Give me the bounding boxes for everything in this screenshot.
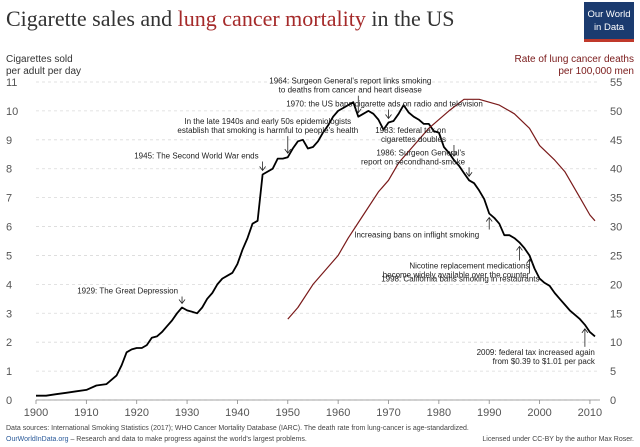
annotation-text: 1998: California bans smoking in restaur…: [381, 274, 539, 283]
annotation-text: establish that smoking is harmful to peo…: [177, 126, 358, 135]
right-tick-label: 10: [610, 337, 622, 349]
left-axis-ticks: 0 1 2 3 4 5 6 7 8 9 10 11: [6, 77, 18, 407]
annotation-arrow-head: [450, 151, 458, 157]
x-tick-label: 1920: [124, 407, 148, 419]
logo-line2: in Data: [594, 22, 625, 33]
annotation-text: 1986: Surgeon General's: [376, 148, 465, 157]
x-tick-label: 1910: [74, 407, 98, 419]
left-tick-label: 7: [6, 193, 12, 205]
right-axis-title-line1: Rate of lung cancer deaths: [514, 54, 634, 65]
x-tick-label: 1960: [326, 407, 350, 419]
left-axis-title-line1: Cigarettes sold: [6, 54, 73, 65]
right-tick-label: 25: [610, 250, 622, 262]
annotations: 1929: The Great Depression 1945: The Seco…: [77, 77, 596, 366]
x-tick-label: 1980: [427, 407, 451, 419]
annotation-arrow-head: [284, 148, 292, 154]
left-tick-label: 5: [6, 250, 12, 262]
annotation-text: cigarettes doubles: [381, 135, 446, 144]
right-axis-ticks: 0 5 10 15 20 25 30 35 40 45 50 55: [610, 77, 622, 407]
annotation-arrow-head: [581, 328, 589, 334]
right-tick-label: 45: [610, 135, 622, 147]
annotation-arrow-head: [354, 108, 362, 114]
annotation-text: to deaths from cancer and heart disease: [279, 86, 423, 95]
annotation-text: 1945: The Second World War ends: [134, 152, 258, 161]
annotation-text: 2009: federal tax increased again: [477, 348, 595, 357]
logo-line1: Our World: [587, 9, 630, 20]
annotation-arrow-head: [385, 114, 392, 120]
cigarette-sales-line: [36, 101, 596, 397]
chart-title: Cigarette sales and lung cancer mortalit…: [6, 6, 454, 31]
annotation-text: 1970: the US bans cigarette ads on radio…: [286, 99, 483, 108]
x-tick-label: 2000: [527, 407, 551, 419]
left-tick-label: 11: [6, 77, 17, 89]
x-tick-label: 1990: [477, 407, 501, 419]
owid-logo[interactable]: Our World in Data: [584, 2, 634, 42]
right-tick-label: 55: [610, 77, 622, 89]
left-tick-label: 0: [6, 395, 12, 407]
x-tick-label: 1930: [175, 407, 199, 419]
right-tick-label: 40: [610, 164, 622, 176]
right-tick-label: 20: [610, 279, 622, 291]
left-tick-label: 4: [6, 279, 12, 291]
footer-sources: Data sources: International Smoking Stat…: [6, 425, 469, 432]
annotation-text: from $0.39 to $1.01 per pack: [493, 357, 596, 366]
right-tick-label: 5: [610, 366, 616, 378]
annotation-text: Increasing bans on inflight smoking: [354, 231, 479, 240]
left-tick-label: 1: [6, 366, 12, 378]
annotation-text: 1964: Surgeon General's report links smo…: [269, 77, 431, 86]
footer-site-line: OurWorldInData.org – Research and data t…: [6, 436, 307, 443]
annotation-arrow-head: [485, 216, 493, 222]
footer-tagline: – Research and data to make progress aga…: [69, 436, 307, 443]
annotation-arrow-head: [516, 245, 523, 251]
right-tick-label: 35: [610, 193, 622, 205]
series-lines: [36, 98, 596, 397]
annotation-text: 1983: federal tax on: [375, 126, 446, 135]
left-tick-label: 9: [6, 135, 12, 147]
title-highlight: lung cancer mortality: [178, 6, 366, 31]
x-tick-label: 1900: [24, 407, 48, 419]
left-tick-label: 6: [6, 222, 12, 234]
lung-cancer-line: [287, 98, 596, 320]
annotation-arrow-head: [178, 299, 186, 305]
annotation-arrow-head: [259, 166, 266, 172]
left-tick-label: 10: [6, 106, 18, 118]
title-suffix: in the US: [366, 6, 455, 31]
x-axis-ticks: 1900 1910 1920 1930 1940 1950 1960 1970 1980 1990…: [24, 399, 602, 419]
annotation-text: report on secondhand-smoke: [361, 157, 466, 166]
left-axis-title-line2: per adult per day: [6, 66, 81, 77]
x-tick-label: 1950: [276, 407, 300, 419]
right-tick-label: 50: [610, 106, 622, 118]
logo-underline: [584, 39, 634, 42]
annotation-text: 1929: The Great Depression: [77, 286, 178, 295]
left-tick-label: 8: [6, 164, 12, 176]
x-tick-label: 1970: [376, 407, 400, 419]
title-prefix: Cigarette sales and: [6, 6, 178, 31]
x-tick-label: 1940: [225, 407, 249, 419]
left-tick-label: 2: [6, 337, 12, 349]
right-axis-title-line2: per 100,000 men: [558, 66, 634, 77]
x-tick-label: 2010: [578, 407, 602, 419]
annotation-text: Nicotine replacement medications: [409, 261, 529, 270]
footer-site-link[interactable]: OurWorldInData.org: [6, 436, 69, 443]
left-tick-label: 3: [6, 308, 12, 320]
right-tick-label: 0: [610, 395, 616, 407]
footer-license: Licensed under CC-BY by the author Max R…: [482, 436, 634, 443]
annotation-text: become widely available over the counter: [383, 270, 530, 279]
right-tick-label: 30: [610, 222, 622, 234]
logo-background: [584, 2, 634, 42]
annotation-arrow-head: [526, 258, 533, 264]
right-tick-label: 15: [610, 308, 622, 320]
annotation-text: In the late 1940s and early 50s epidemio…: [184, 117, 351, 126]
annotation-arrow-head: [465, 172, 473, 177]
